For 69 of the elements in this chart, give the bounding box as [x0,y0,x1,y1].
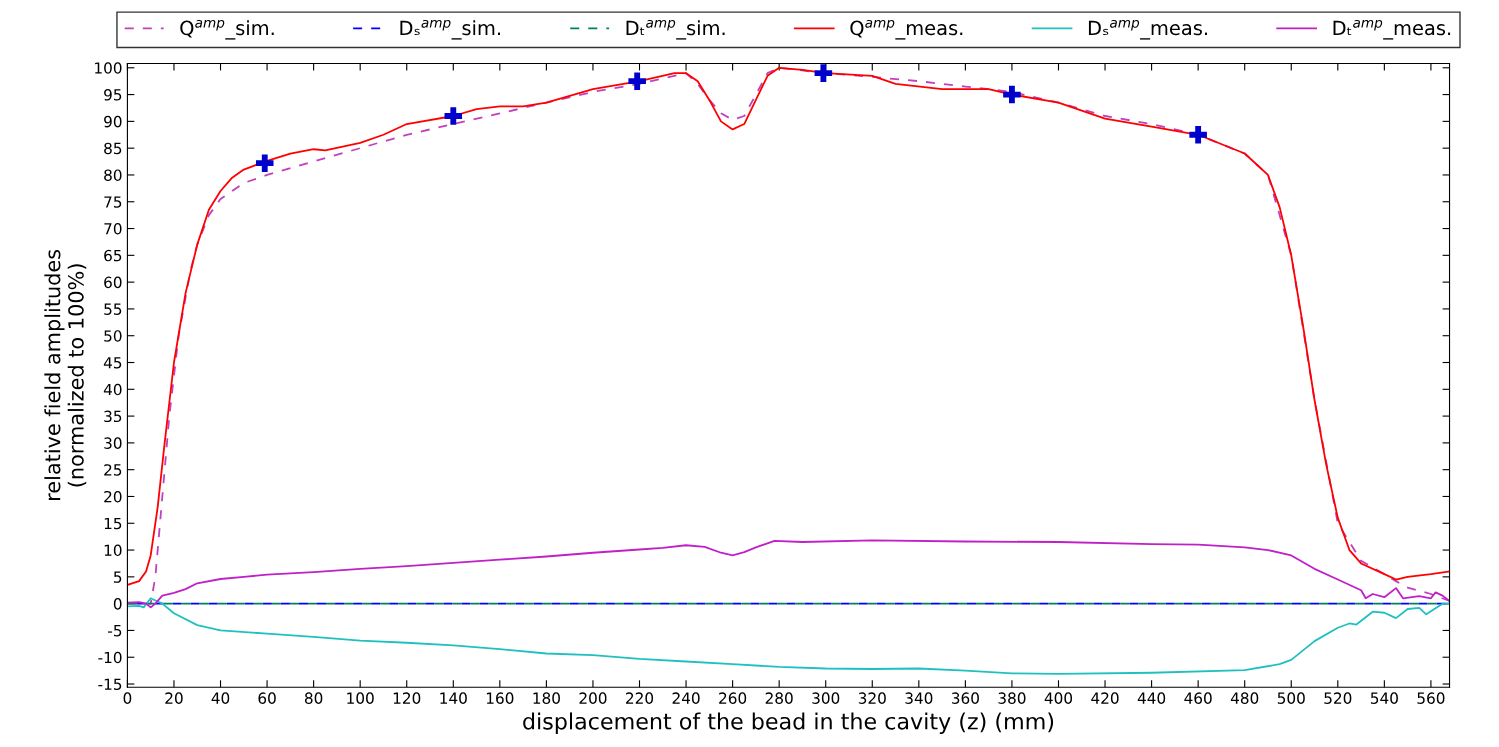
x-tick-label: 280 [765,692,793,704]
x-tick-label: 540 [1370,692,1398,704]
x-tick-label: 560 [1417,692,1445,704]
x-tick-label: 340 [905,692,933,704]
y-tick-label: 15 [104,517,122,530]
x-tick-label: 180 [533,692,560,704]
x-axis-title: displacement of the bead in the cavity (z) (mm) [523,712,1054,734]
x-tick-label: 0 [123,692,132,704]
point [1003,85,1021,104]
x-tick-label: 360 [951,692,979,704]
y-tick-label: 80 [104,169,122,181]
point [814,64,833,82]
x-tick-label: 400 [1044,692,1073,704]
y-tick-label: 95 [104,89,122,101]
y-tick-label: 10 [104,544,122,557]
x-tick-label: 100 [347,692,374,704]
x-tick-label: 80 [304,692,323,704]
x-tick-label: 60 [258,692,276,704]
x-tick-label: 260 [719,692,747,704]
y-tick-label: 40 [103,383,122,396]
y-tick-label: 20 [104,490,122,503]
x-tick-label: 140 [440,692,467,704]
line-series [127,539,1450,609]
point [628,72,646,90]
line-series [127,597,1450,675]
y-tick-label: 5 [114,571,122,583]
x-tick-label: 20 [165,692,183,704]
x-tick-label: 240 [672,692,700,704]
y-tick-label: 85 [104,142,122,155]
y-tick-label: 65 [104,249,122,262]
y-tick-label: 50 [104,330,122,342]
y-tick-label: -15 [98,678,122,691]
y-axis-title: relative field amplitudes (normalized to 100%) [44,249,87,500]
point [1189,125,1207,144]
x-tick-label: 520 [1324,692,1352,704]
legend-label: Dₜ$^{amp}$_sim. [626,19,725,40]
x-tick-label: 320 [858,692,886,704]
y-tick-label: 45 [103,357,122,369]
x-tick-label: 500 [1277,692,1305,704]
x-tick-label: 120 [393,692,421,704]
y-tick-label: -10 [98,651,122,664]
y-tick-label: 30 [104,437,122,449]
legend-label: Dₛ$^{amp}$_meas. [1088,19,1207,40]
y-tick-label: 60 [104,276,122,289]
x-tick-label: 460 [1184,692,1212,704]
legend-label: Q$^{amp}$_meas. [850,19,963,40]
y-tick-label: 25 [104,464,122,476]
legend-label: Dₜ$^{amp}$_meas. [1333,19,1451,40]
x-tick-label: 440 [1137,692,1166,704]
x-tick-label: 480 [1230,692,1259,704]
y-tick-label: 75 [104,196,122,208]
x-tick-label: 40 [211,692,230,704]
y-tick-label: 35 [104,410,122,423]
legend-label: Q$^{amp}$_sim. [180,19,274,40]
x-tick-label: 200 [579,692,607,704]
y-tick-label: 55 [104,303,122,315]
y-tick-label: 90 [104,115,122,128]
y-tick-label: 70 [104,223,122,235]
y-tick-label: -5 [108,625,122,637]
x-tick-label: 160 [486,692,514,704]
y-tick-label: 0 [113,598,122,610]
x-tick-label: 420 [1091,692,1119,704]
x-tick-label: 220 [626,692,654,704]
y-tick-label: 100 [95,62,122,74]
x-tick-label: 380 [998,692,1026,704]
x-tick-label: 300 [812,692,840,704]
legend-label: Dₛ$^{amp}$_sim. [400,19,500,40]
point [255,154,274,172]
point [444,107,463,125]
